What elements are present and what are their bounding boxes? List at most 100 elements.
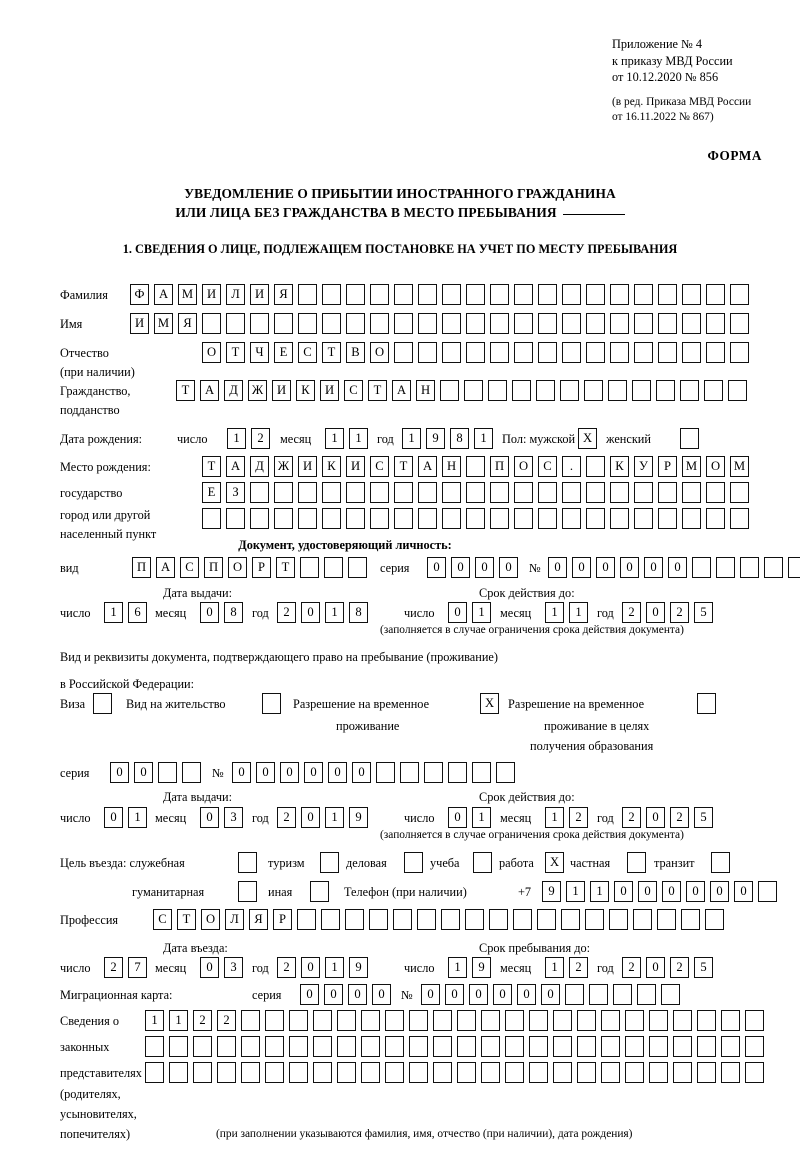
char-cell[interactable] bbox=[457, 1010, 476, 1031]
char-cell[interactable] bbox=[505, 1010, 524, 1031]
char-cell[interactable]: 9 bbox=[349, 807, 368, 828]
char-cell[interactable] bbox=[514, 508, 533, 529]
char-cell[interactable]: 5 bbox=[694, 957, 713, 978]
char-cell[interactable] bbox=[274, 313, 293, 334]
char-cell[interactable] bbox=[705, 909, 724, 930]
char-cell[interactable]: 0 bbox=[134, 762, 153, 783]
char-cell[interactable] bbox=[385, 1062, 404, 1083]
char-cell[interactable] bbox=[442, 313, 461, 334]
char-cell[interactable] bbox=[608, 380, 627, 401]
char-cell[interactable] bbox=[202, 508, 221, 529]
char-cell[interactable]: Д bbox=[224, 380, 243, 401]
char-cell[interactable]: 0 bbox=[614, 881, 633, 902]
char-cell[interactable] bbox=[601, 1010, 620, 1031]
char-cell[interactable]: 0 bbox=[451, 557, 470, 578]
char-cell[interactable]: 1 bbox=[227, 428, 246, 449]
char-cell[interactable] bbox=[369, 909, 388, 930]
char-cell[interactable] bbox=[348, 557, 367, 578]
char-cell[interactable] bbox=[721, 1010, 740, 1031]
char-cell[interactable]: Р bbox=[252, 557, 271, 578]
char-cell[interactable] bbox=[274, 482, 293, 503]
char-cell[interactable] bbox=[361, 1062, 380, 1083]
char-cell[interactable]: Т bbox=[176, 380, 195, 401]
char-cell[interactable] bbox=[745, 1010, 764, 1031]
char-cell[interactable]: 0 bbox=[469, 984, 488, 1005]
char-cell[interactable]: Ж bbox=[274, 456, 293, 477]
char-cell[interactable] bbox=[682, 482, 701, 503]
char-cell[interactable]: 2 bbox=[670, 957, 689, 978]
char-cell[interactable] bbox=[730, 508, 749, 529]
char-cell[interactable]: А bbox=[154, 284, 173, 305]
char-cell[interactable] bbox=[481, 1062, 500, 1083]
char-cell[interactable]: О bbox=[514, 456, 533, 477]
char-cell[interactable]: 0 bbox=[232, 762, 251, 783]
char-cell[interactable] bbox=[490, 284, 509, 305]
temp-residence-checkbox[interactable]: X bbox=[480, 693, 499, 714]
char-cell[interactable] bbox=[298, 482, 317, 503]
char-cell[interactable]: 1 bbox=[566, 881, 585, 902]
char-cell[interactable]: 0 bbox=[646, 807, 665, 828]
char-cell[interactable]: 2 bbox=[277, 957, 296, 978]
purpose-tourism-checkbox[interactable] bbox=[320, 852, 339, 873]
char-cell[interactable]: 2 bbox=[622, 807, 641, 828]
char-cell[interactable] bbox=[145, 1062, 164, 1083]
char-cell[interactable] bbox=[704, 380, 723, 401]
char-cell[interactable] bbox=[758, 881, 777, 902]
char-cell[interactable] bbox=[681, 909, 700, 930]
char-cell[interactable]: 2 bbox=[193, 1010, 212, 1031]
char-cell[interactable]: П bbox=[132, 557, 151, 578]
char-cell[interactable]: Н bbox=[442, 456, 461, 477]
char-cell[interactable] bbox=[298, 284, 317, 305]
char-cell[interactable] bbox=[529, 1036, 548, 1057]
char-cell[interactable] bbox=[442, 508, 461, 529]
char-cell[interactable] bbox=[241, 1062, 260, 1083]
char-cell[interactable]: 0 bbox=[686, 881, 705, 902]
char-cell[interactable] bbox=[298, 508, 317, 529]
char-cell[interactable] bbox=[514, 482, 533, 503]
char-cell[interactable] bbox=[370, 284, 389, 305]
char-cell[interactable]: 1 bbox=[569, 602, 588, 623]
char-cell[interactable]: 9 bbox=[426, 428, 445, 449]
char-cell[interactable]: Т bbox=[202, 456, 221, 477]
char-cell[interactable]: 0 bbox=[499, 557, 518, 578]
char-cell[interactable] bbox=[706, 482, 725, 503]
char-cell[interactable] bbox=[250, 508, 269, 529]
char-cell[interactable]: 0 bbox=[475, 557, 494, 578]
char-cell[interactable]: 1 bbox=[325, 428, 344, 449]
char-cell[interactable] bbox=[634, 342, 653, 363]
char-cell[interactable] bbox=[298, 313, 317, 334]
char-cell[interactable]: 1 bbox=[104, 602, 123, 623]
char-cell[interactable]: 0 bbox=[445, 984, 464, 1005]
char-cell[interactable]: С bbox=[153, 909, 172, 930]
char-cell[interactable] bbox=[417, 909, 436, 930]
char-cell[interactable]: 0 bbox=[256, 762, 275, 783]
char-cell[interactable] bbox=[513, 909, 532, 930]
char-cell[interactable]: К bbox=[610, 456, 629, 477]
char-cell[interactable]: М bbox=[178, 284, 197, 305]
char-cell[interactable]: Д bbox=[250, 456, 269, 477]
char-cell[interactable] bbox=[322, 313, 341, 334]
char-cell[interactable]: 0 bbox=[110, 762, 129, 783]
char-cell[interactable]: А bbox=[392, 380, 411, 401]
char-cell[interactable] bbox=[466, 342, 485, 363]
char-cell[interactable] bbox=[158, 762, 177, 783]
char-cell[interactable] bbox=[634, 313, 653, 334]
char-cell[interactable] bbox=[697, 1010, 716, 1031]
char-cell[interactable] bbox=[473, 852, 492, 873]
char-cell[interactable] bbox=[433, 1036, 452, 1057]
char-cell[interactable] bbox=[297, 909, 316, 930]
char-cell[interactable] bbox=[609, 909, 628, 930]
char-cell[interactable] bbox=[730, 284, 749, 305]
sex-female-checkbox[interactable] bbox=[680, 428, 699, 449]
char-cell[interactable]: 1 bbox=[448, 957, 467, 978]
char-cell[interactable]: Я bbox=[274, 284, 293, 305]
purpose-study-checkbox[interactable] bbox=[473, 852, 492, 873]
